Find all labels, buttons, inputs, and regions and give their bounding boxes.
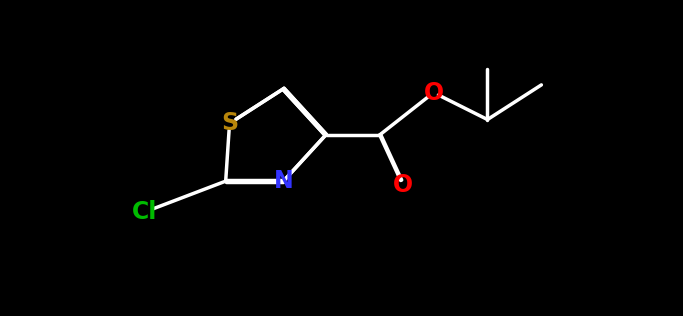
Text: S: S [221, 112, 238, 135]
Text: Cl: Cl [132, 200, 158, 224]
Text: O: O [423, 81, 444, 105]
Text: O: O [393, 173, 413, 197]
Text: N: N [274, 169, 293, 193]
